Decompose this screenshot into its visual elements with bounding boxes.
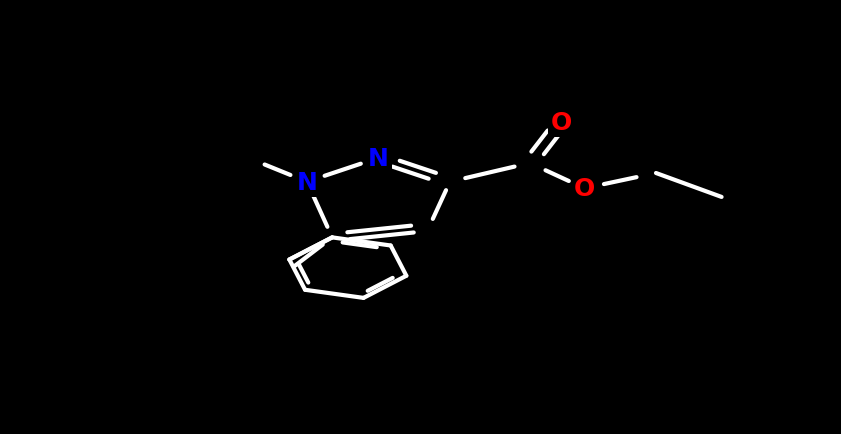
Text: O: O	[551, 110, 573, 135]
Text: N: N	[297, 170, 317, 194]
Text: O: O	[574, 177, 595, 201]
Text: N: N	[368, 146, 389, 171]
